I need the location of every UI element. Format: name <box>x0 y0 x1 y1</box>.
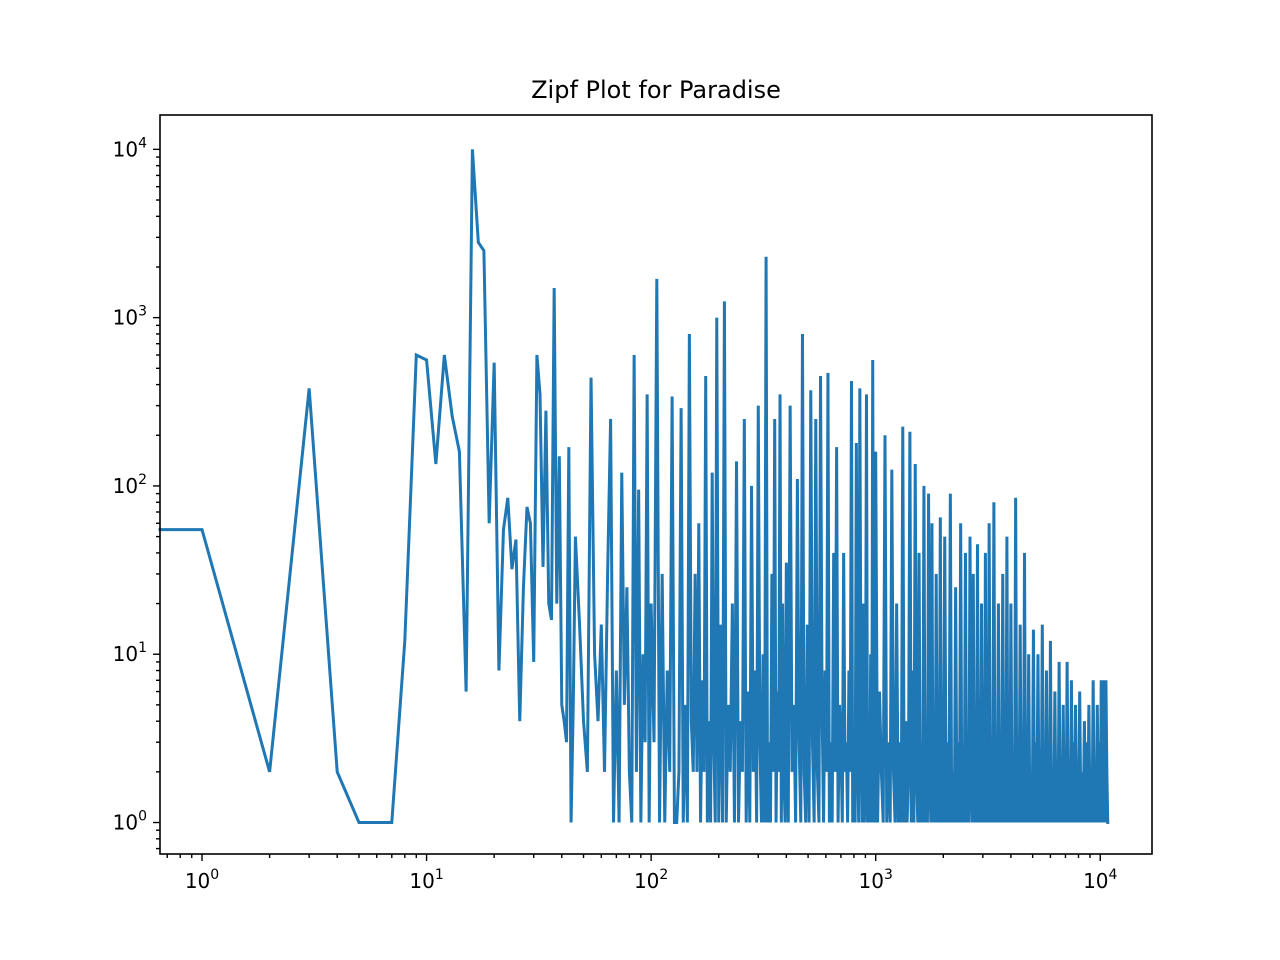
x-tick-label: 101 <box>409 867 443 893</box>
x-tick-label: 102 <box>634 867 668 893</box>
x-tick-label: 103 <box>859 867 893 893</box>
series-layer <box>158 149 1110 825</box>
chart-title: Zipf Plot for Paradise <box>531 76 781 104</box>
y-axis: 100 101 102 103 104 <box>113 135 160 850</box>
series-line-0 <box>158 149 1110 825</box>
plot-area <box>158 114 1153 855</box>
x-axis: 100 101 102 103 104 <box>166 854 1118 893</box>
x-tick-label: 100 <box>185 867 219 893</box>
x-tick-label: 104 <box>1083 867 1117 893</box>
y-tick-label: 103 <box>113 304 147 330</box>
y-tick-label: 101 <box>113 640 147 666</box>
y-tick-label: 100 <box>113 809 147 835</box>
y-tick-label: 104 <box>113 135 147 161</box>
y-tick-label: 102 <box>113 472 147 498</box>
plot-frame <box>159 114 1153 855</box>
